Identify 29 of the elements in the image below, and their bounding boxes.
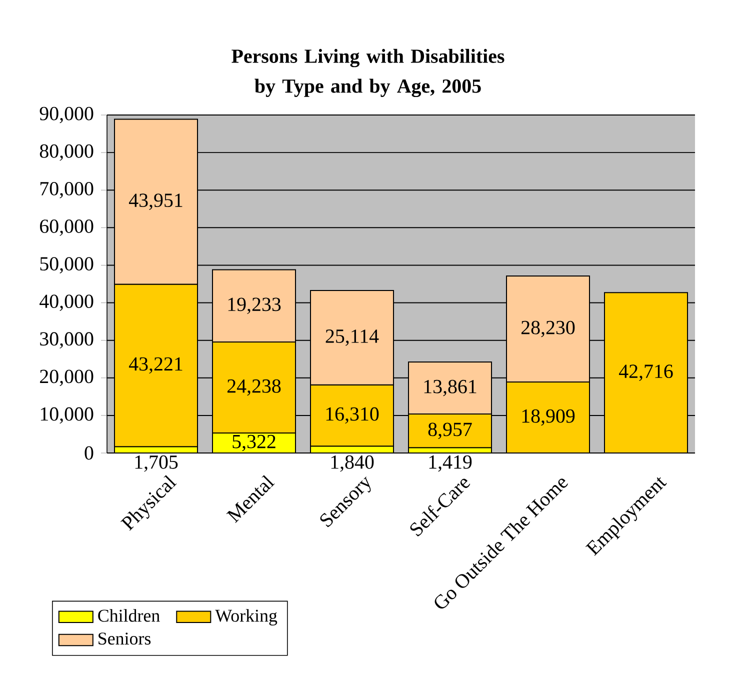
- y-tick-label: 50,000: [40, 257, 94, 274]
- data-label: 42,716: [618, 364, 673, 381]
- data-label: 5,322: [232, 434, 276, 452]
- data-label: 19,233: [228, 298, 281, 314]
- legend-label: Working: [215, 609, 278, 626]
- y-tick-label: 0: [84, 446, 94, 460]
- data-label: 16,310: [326, 407, 379, 424]
- data-label: 24,238: [227, 379, 281, 396]
- y-tick-label: 90,000: [40, 106, 94, 124]
- chart-title: Persons Living with Disabilities by Type and by Age, 2005: [232, 48, 504, 98]
- y-tick-label: 80,000: [40, 144, 94, 161]
- data-label: 28,230: [521, 320, 575, 338]
- data-label: 18,909: [522, 409, 575, 426]
- data-label: 8,957: [428, 422, 472, 440]
- y-tick-label: 20,000: [40, 370, 94, 386]
- data-label: 1,419: [429, 455, 472, 472]
- data-label: 25,114: [326, 330, 379, 346]
- y-tick-label: 60,000: [40, 220, 94, 236]
- data-label: 1,840: [331, 455, 374, 472]
- data-label: 43,221: [128, 357, 182, 374]
- y-tick-label: 30,000: [40, 332, 94, 348]
- legend-label: Children: [98, 609, 160, 622]
- y-tick-label: 40,000: [40, 294, 94, 311]
- legend-label: Seniors: [98, 632, 151, 645]
- data-label: 13,861: [424, 380, 476, 396]
- y-tick-label: 10,000: [40, 407, 94, 424]
- data-label: 1,705: [135, 455, 178, 472]
- data-label: 43,951: [128, 194, 182, 210]
- y-tick-label: 70,000: [40, 182, 94, 198]
